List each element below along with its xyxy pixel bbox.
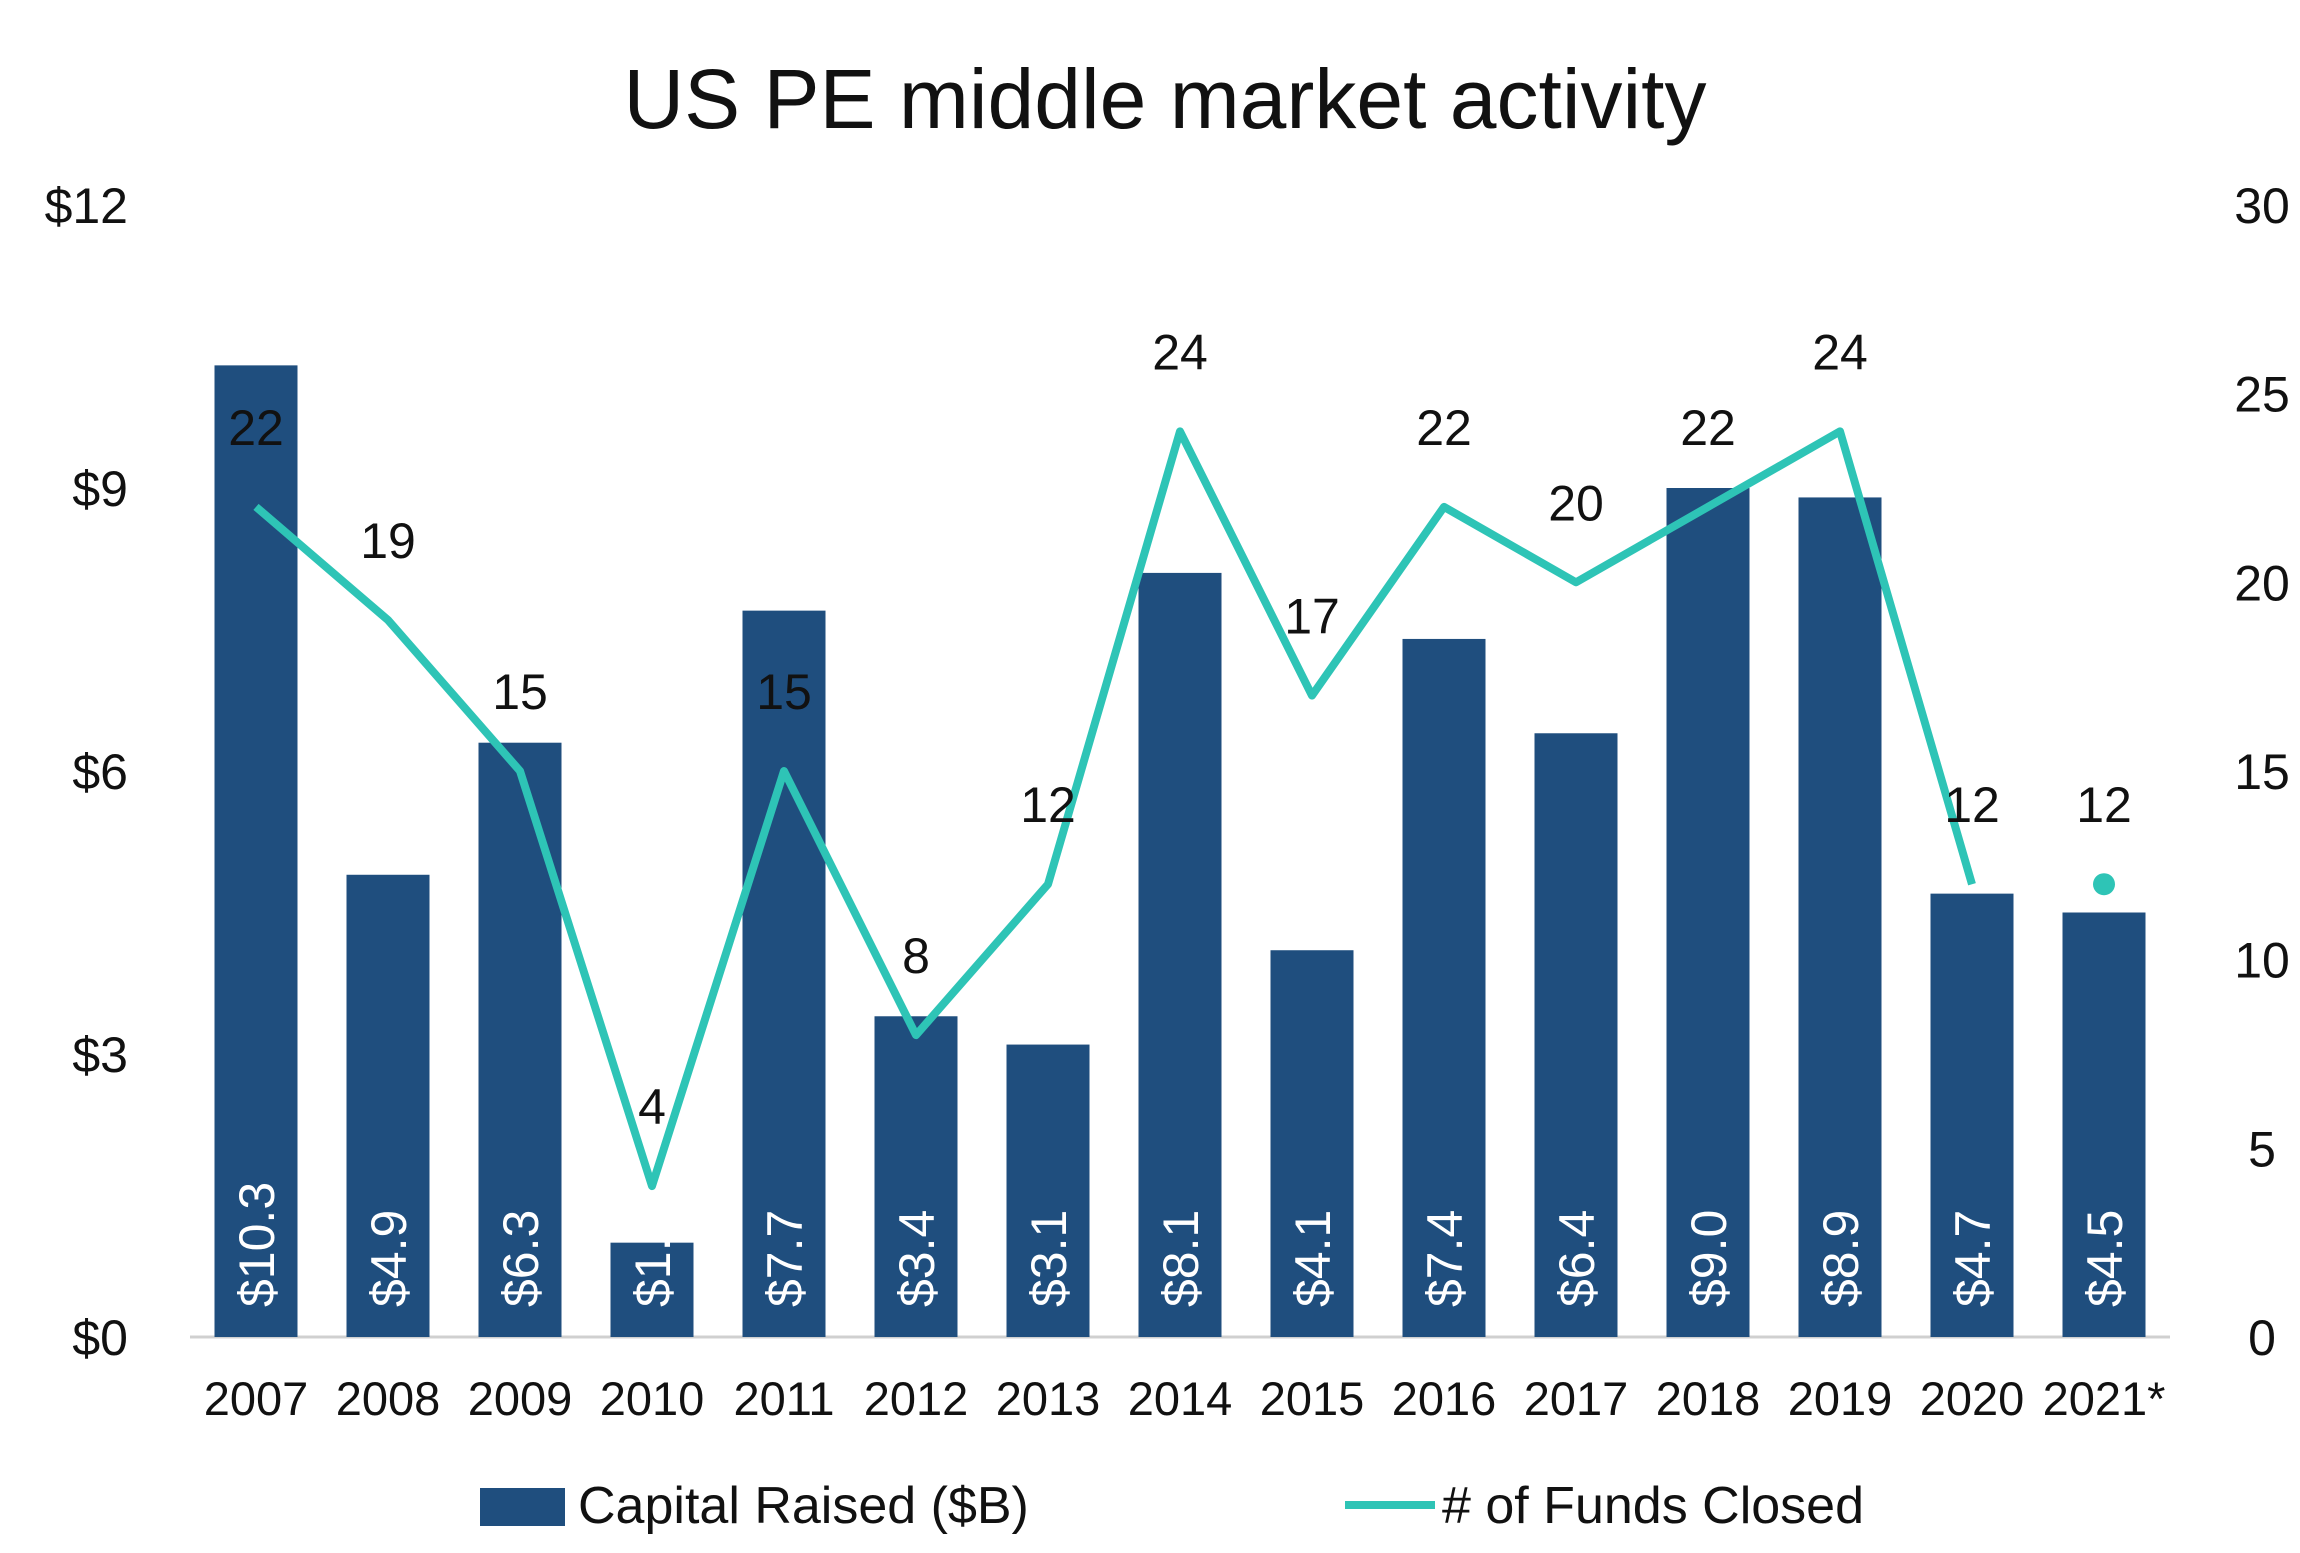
bar-value-label: $3.4 — [889, 1210, 945, 1307]
bar — [478, 742, 562, 1337]
y-right-tick-label: 0 — [2248, 1310, 2276, 1366]
x-tick-label: 2014 — [1128, 1372, 1233, 1425]
funds-count-label: 17 — [1284, 589, 1340, 645]
y-right-tick-label: 10 — [2234, 933, 2290, 989]
funds-point-2021 — [2093, 873, 2115, 896]
bar — [1798, 497, 1882, 1337]
y-left-tick-label: $0 — [72, 1310, 128, 1366]
bar-value-label: $7.7 — [757, 1210, 813, 1307]
x-tick-label: 2019 — [1788, 1372, 1893, 1425]
bar — [346, 874, 430, 1337]
x-tick-label: 2011 — [733, 1372, 834, 1425]
bar — [874, 1016, 958, 1337]
bar — [742, 610, 826, 1337]
funds-count-label: 12 — [1944, 777, 2000, 833]
bar — [2062, 912, 2146, 1337]
bar-series: $10.3 $4.9 $6.3 $1. $7.7 $3.4 $3.1 $8.1 $4.1 $7.4… — [214, 365, 2146, 1337]
x-tick-label: 2008 — [336, 1372, 441, 1425]
legend-label-funds: # of Funds Closed — [1442, 1477, 1864, 1535]
bar-value-label: $4.7 — [1945, 1210, 2001, 1307]
bar — [610, 1242, 694, 1337]
funds-count-label: 20 — [1548, 475, 1604, 531]
bar-value-label: $4.5 — [2077, 1210, 2133, 1307]
x-tick-label: 2010 — [600, 1372, 705, 1425]
bar-value-label: $6.4 — [1549, 1210, 1605, 1307]
bar-value-label: $9.0 — [1681, 1210, 1737, 1307]
y-left-tick-label: $9 — [72, 461, 128, 517]
y-right-tick-label: 15 — [2234, 744, 2290, 800]
funds-count-label: 24 — [1152, 324, 1208, 380]
chart-axes: $0 $3 $6 $9 $12 0 5 10 15 20 25 30 2007 2008 2009 2010 2… — [45, 178, 2290, 1425]
bar — [1666, 488, 1750, 1337]
x-tick-label: 2018 — [1656, 1372, 1761, 1425]
bar — [1138, 572, 1222, 1337]
x-tick-label: 2020 — [1920, 1372, 2025, 1425]
x-tick-label: 2015 — [1260, 1372, 1365, 1425]
bar — [1006, 1044, 1090, 1337]
line-series: 22 19 15 4 15 8 12 24 17 22 20 22 24 12 12 — [228, 324, 2132, 1191]
bar-value-label: $8.9 — [1813, 1210, 1869, 1307]
chart-title: US PE middle market activity — [624, 52, 1707, 146]
funds-line — [253, 427, 1976, 1191]
funds-count-label: 4 — [638, 1079, 666, 1135]
bar-value-label: $7.4 — [1417, 1210, 1473, 1307]
funds-count-label: 22 — [228, 400, 284, 456]
bar — [1270, 950, 1354, 1337]
funds-count-label: 24 — [1812, 324, 1868, 380]
y-right-tick-label: 30 — [2234, 178, 2290, 234]
funds-count-label: 15 — [756, 664, 812, 720]
funds-count-label: 12 — [1020, 777, 1076, 833]
funds-count-label: 19 — [360, 513, 416, 569]
y-right-tick-label: 5 — [2248, 1121, 2276, 1177]
bar — [1930, 893, 2014, 1337]
funds-count-label: 22 — [1680, 400, 1736, 456]
bar-value-label: $3.1 — [1021, 1210, 1077, 1307]
funds-count-label: 8 — [902, 928, 930, 984]
funds-count-label: 22 — [1416, 400, 1472, 456]
x-tick-label: 2017 — [1524, 1372, 1629, 1425]
x-tick-label: 2012 — [864, 1372, 969, 1425]
bar — [1402, 638, 1486, 1337]
y-right-tick-label: 25 — [2234, 367, 2290, 423]
y-left-tick-label: $6 — [72, 744, 128, 800]
y-left-tick-label: $3 — [72, 1027, 128, 1083]
y-left-tick-label: $12 — [45, 178, 128, 234]
funds-count-label: 12 — [2076, 777, 2132, 833]
x-tick-label: 2007 — [204, 1372, 309, 1425]
legend: Capital Raised ($B) # of Funds Closed — [480, 1477, 1864, 1535]
bar-value-label: $1. — [625, 1237, 681, 1307]
legend-label-capital: Capital Raised ($B) — [578, 1477, 1029, 1535]
bar-value-label: $10.3 — [229, 1182, 285, 1307]
bar-value-label: $8.1 — [1153, 1210, 1209, 1307]
bar — [1534, 733, 1618, 1337]
x-tick-label: 2021* — [2043, 1372, 2166, 1425]
funds-count-label: 15 — [492, 664, 548, 720]
bar-value-label: $6.3 — [493, 1210, 549, 1307]
x-tick-label: 2009 — [468, 1372, 573, 1425]
bar-value-label: $4.1 — [1285, 1210, 1341, 1307]
y-right-tick-label: 20 — [2234, 555, 2290, 611]
x-tick-label: 2013 — [996, 1372, 1101, 1425]
bar-value-label: $4.9 — [361, 1210, 417, 1307]
legend-swatch-capital — [480, 1488, 565, 1526]
x-tick-label: 2016 — [1392, 1372, 1497, 1425]
